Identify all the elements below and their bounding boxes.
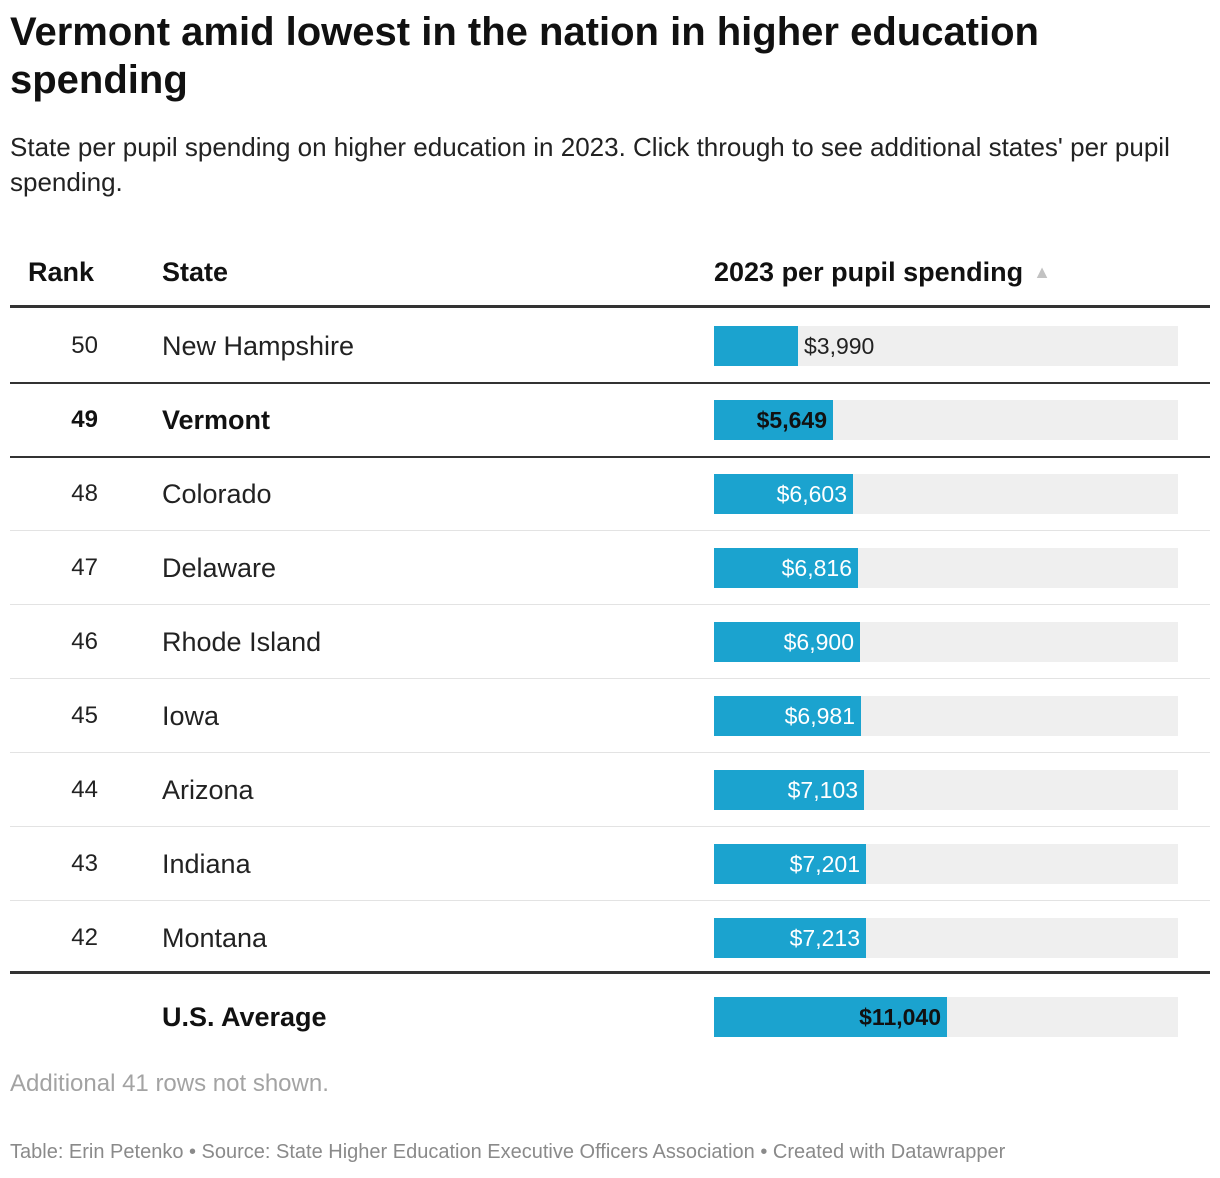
bar-track: $5,649 (714, 400, 1178, 440)
rank-cell: 42 (71, 924, 98, 951)
rank-cell: 43 (71, 850, 98, 877)
table-row: 49 Vermont $5,649 (10, 383, 1210, 457)
bar-track: $7,213 (714, 918, 1178, 958)
row-divider (10, 604, 1210, 605)
row-divider (10, 382, 1210, 384)
spending-bar (714, 918, 866, 958)
spending-bar (714, 696, 861, 736)
state-cell: Delaware (162, 552, 277, 583)
spending-bar (714, 844, 866, 884)
bar-track: $6,900 (714, 622, 1178, 662)
summary-divider (10, 971, 1210, 974)
spending-value-label: $6,816 (781, 555, 852, 581)
state-cell: Indiana (162, 848, 251, 879)
bar-track: $7,201 (714, 844, 1178, 884)
spending-value-label: $6,603 (776, 481, 847, 507)
spending-value-label: $11,040 (859, 1004, 941, 1030)
state-cell: Montana (162, 922, 268, 953)
state-cell: New Hampshire (162, 330, 355, 361)
rank-cell: 47 (71, 554, 98, 581)
state-cell: U.S. Average (162, 1001, 327, 1032)
bar-track: $6,603 (714, 474, 1178, 514)
state-cell: Rhode Island (162, 626, 322, 657)
spending-value-label: $3,990 (804, 333, 875, 359)
spending-bar (714, 548, 858, 588)
spending-value-label: $6,981 (784, 703, 855, 729)
table-row: 44 Arizona $7,103 (10, 753, 1210, 827)
row-divider (10, 752, 1210, 753)
table-row: 43 Indiana $7,201 (10, 827, 1210, 901)
rank-cell: 49 (71, 406, 98, 433)
spending-bar (714, 474, 853, 514)
rank-cell: 45 (71, 702, 98, 729)
column-header-rank[interactable]: Rank (28, 257, 95, 287)
spending-bar (714, 770, 864, 810)
table-row: 42 Montana $7,213 (10, 901, 1210, 975)
spending-value-label: $7,213 (789, 925, 860, 951)
rank-cell: 50 (71, 332, 98, 359)
state-cell: Colorado (162, 478, 272, 509)
column-header-spending[interactable]: 2023 per pupil spending ▲ (714, 252, 1051, 292)
table-row: 47 Delaware $6,816 (10, 531, 1210, 605)
spending-value-label: $6,900 (783, 629, 854, 655)
chart-title: Vermont amid lowest in the nation in hig… (10, 10, 1039, 102)
state-cell: Iowa (162, 700, 220, 731)
table-row: 48 Colorado $6,603 (10, 457, 1210, 531)
sort-ascending-icon[interactable]: ▲ (1033, 262, 1051, 282)
column-header-spending-label: 2023 per pupil spending (714, 257, 1024, 287)
table-row: 50 New Hampshire $3,990 (10, 309, 1210, 383)
table-row: 45 Iowa $6,981 (10, 679, 1210, 753)
header-divider (10, 305, 1210, 308)
spending-bar (714, 400, 833, 440)
chart-footer: Table: Erin Petenko • Source: State High… (10, 1141, 1006, 1163)
bar-track: $6,981 (714, 696, 1178, 736)
bar-track: $11,040 (714, 997, 1178, 1037)
rank-cell: 46 (71, 628, 98, 655)
spending-value-label: $7,103 (787, 777, 858, 803)
bar-track: $7,103 (714, 770, 1178, 810)
rank-cell (10, 980, 98, 1054)
rank-cell: 48 (71, 480, 98, 507)
spending-value-label: $7,201 (789, 851, 860, 877)
state-cell: Vermont (162, 404, 271, 435)
row-divider (10, 456, 1210, 458)
column-header-state[interactable]: State (162, 257, 229, 287)
row-divider (10, 530, 1210, 531)
spending-bar (714, 622, 860, 662)
state-cell: Arizona (162, 774, 254, 805)
rows-not-shown-note: Additional 41 rows not shown. (10, 1070, 329, 1097)
row-divider (10, 900, 1210, 901)
spending-value-label: $5,649 (756, 407, 827, 433)
table-row: 46 Rhode Island $6,900 (10, 605, 1210, 679)
spending-bar (714, 326, 798, 366)
bar-track: $3,990 (714, 326, 1178, 366)
rank-cell: 44 (71, 776, 98, 803)
spending-bar (714, 997, 947, 1037)
bar-track: $6,816 (714, 548, 1178, 588)
row-divider (10, 826, 1210, 827)
chart-subtitle: State per pupil spending on higher educa… (10, 132, 1170, 197)
row-divider (10, 678, 1210, 679)
summary-row: U.S. Average $11,040 (10, 980, 1210, 1054)
